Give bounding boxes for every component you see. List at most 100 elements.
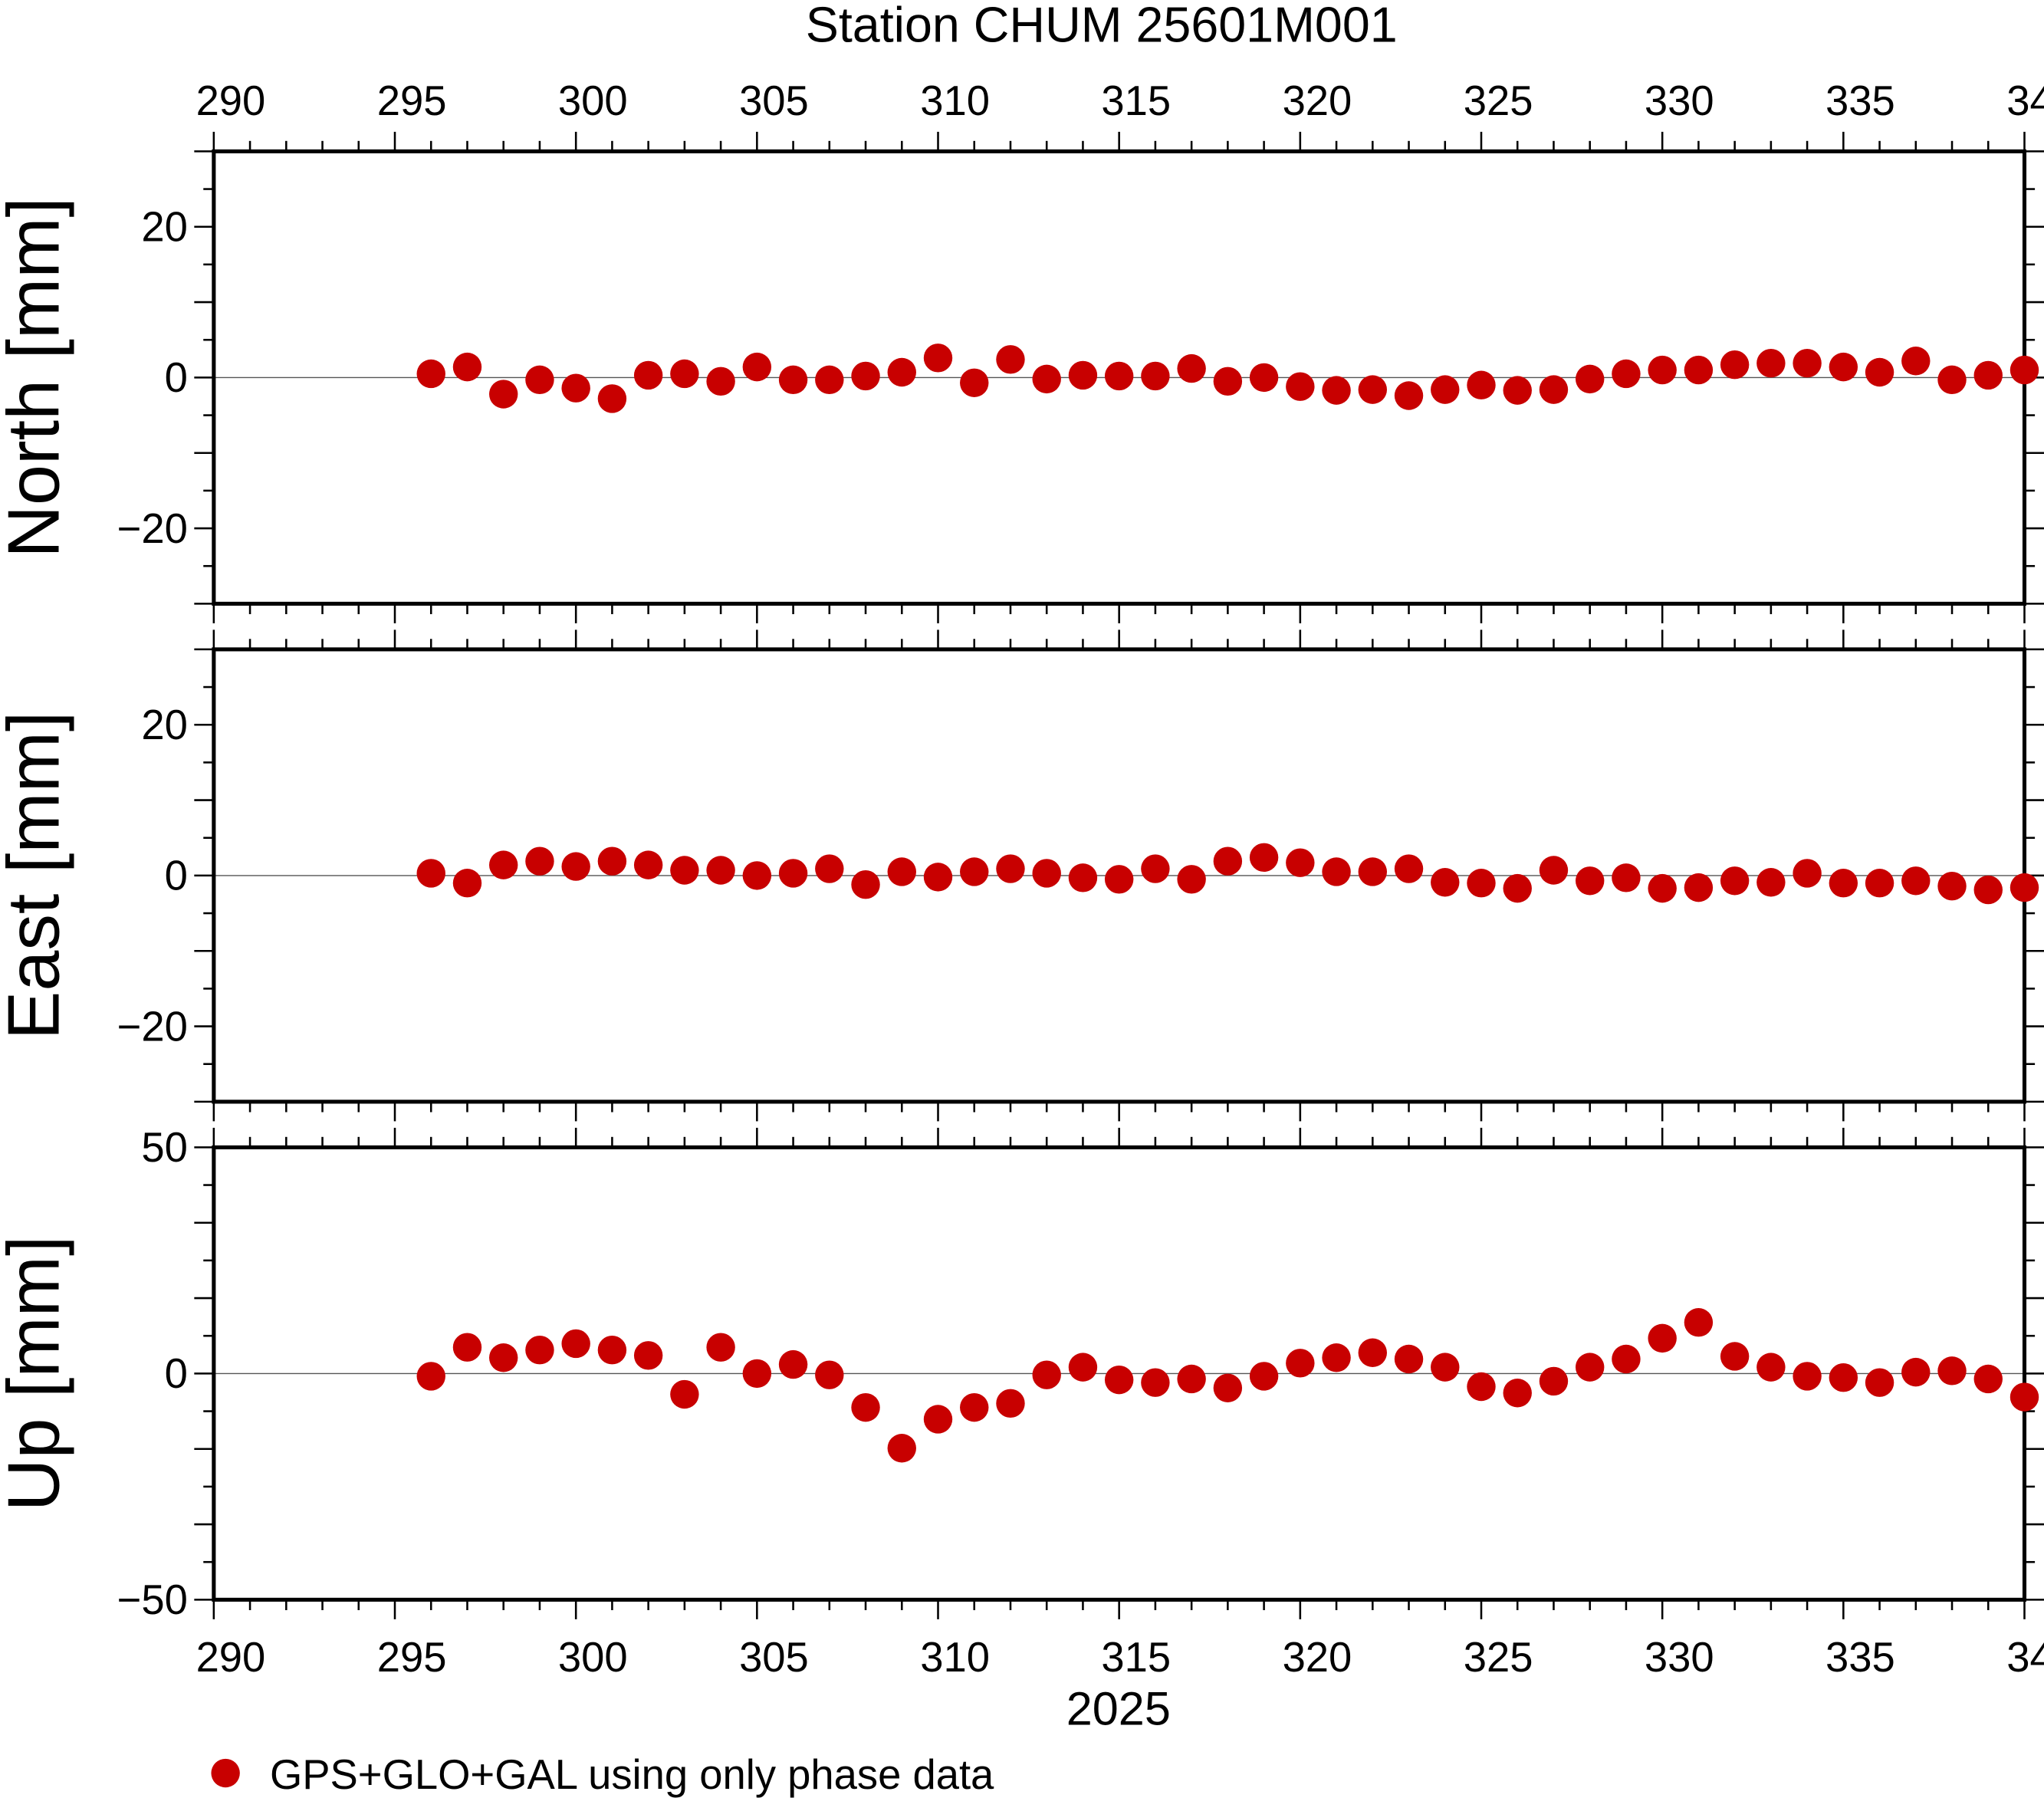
data-point xyxy=(1177,1364,1206,1394)
data-point xyxy=(597,846,627,876)
x-tick-label-top: 330 xyxy=(1645,77,1714,124)
data-point xyxy=(597,1336,627,1365)
data-point xyxy=(1358,1338,1388,1367)
data-point xyxy=(1973,360,2003,390)
data-point xyxy=(1249,363,1279,393)
data-point xyxy=(1358,375,1388,404)
data-point xyxy=(1829,869,1858,898)
x-tick-label-bottom: 340 xyxy=(2006,1634,2044,1681)
data-point xyxy=(778,859,808,888)
data-point xyxy=(815,854,844,883)
data-point xyxy=(1177,353,1206,383)
data-point xyxy=(1684,355,1714,385)
data-point xyxy=(1612,863,1641,892)
data-point xyxy=(1358,857,1388,886)
data-point xyxy=(1720,866,1750,896)
y-axis-label: East [mm] xyxy=(0,712,75,1040)
data-point xyxy=(1068,863,1098,892)
data-point xyxy=(1503,873,1532,903)
chart-title: Station CHUM 25601M001 xyxy=(806,0,1398,53)
data-point xyxy=(525,846,554,876)
data-point xyxy=(1575,866,1605,896)
y-tick-label: 20 xyxy=(141,702,188,748)
data-point xyxy=(1648,873,1677,903)
data-point xyxy=(1286,372,1315,401)
data-point xyxy=(851,1392,880,1422)
data-point xyxy=(452,352,482,382)
x-tick-label-bottom: 305 xyxy=(739,1634,809,1681)
data-point xyxy=(2009,873,2039,902)
data-point xyxy=(742,352,772,382)
data-point xyxy=(1141,854,1170,883)
data-point xyxy=(1141,361,1170,391)
data-point xyxy=(1720,350,1750,380)
data-point xyxy=(633,850,663,879)
data-point xyxy=(960,1392,989,1422)
y-axis-label: North [mm] xyxy=(0,197,75,558)
y-tick-label: 50 xyxy=(141,1124,188,1171)
data-point xyxy=(1249,843,1279,872)
data-point xyxy=(1249,1362,1279,1391)
data-point xyxy=(525,365,554,395)
data-point xyxy=(1286,848,1315,877)
x-tick-label-bottom: 290 xyxy=(196,1634,266,1681)
data-point xyxy=(1431,1353,1460,1382)
x-tick-label-top: 320 xyxy=(1283,77,1352,124)
data-point xyxy=(1394,1344,1424,1374)
data-point xyxy=(1394,381,1424,410)
x-tick-label-top: 310 xyxy=(920,77,990,124)
data-point xyxy=(1829,352,1858,382)
data-point xyxy=(851,361,880,391)
data-point xyxy=(1720,1342,1750,1371)
data-point xyxy=(416,359,445,389)
data-point xyxy=(1793,349,1822,378)
data-point xyxy=(489,1343,518,1372)
data-point xyxy=(742,1359,772,1389)
data-point xyxy=(1937,1356,1967,1385)
data-point xyxy=(778,365,808,395)
y-tick-label: 0 xyxy=(165,1350,188,1397)
data-point xyxy=(1322,376,1351,405)
data-point xyxy=(1684,1308,1714,1337)
data-point xyxy=(670,856,699,885)
data-point xyxy=(1901,347,1931,376)
x-axis-label: 2025 xyxy=(1066,1683,1171,1735)
x-tick-label-top: 325 xyxy=(1464,77,1533,124)
data-point xyxy=(561,852,590,881)
data-point xyxy=(597,384,627,413)
x-tick-label-bottom: 295 xyxy=(377,1634,447,1681)
data-point xyxy=(633,1341,663,1370)
data-point xyxy=(706,1333,735,1362)
data-point xyxy=(742,861,772,890)
data-point xyxy=(1756,868,1786,897)
data-point xyxy=(1973,875,2003,905)
data-point xyxy=(1213,367,1243,396)
data-point xyxy=(1937,365,1967,395)
data-point xyxy=(1901,866,1931,896)
data-point xyxy=(1104,865,1134,894)
data-point xyxy=(1467,370,1496,399)
x-tick-label-top: 295 xyxy=(377,77,447,124)
data-point xyxy=(1431,375,1460,404)
data-point xyxy=(1213,1373,1243,1402)
x-tick-label-top: 300 xyxy=(558,77,628,124)
data-point xyxy=(996,345,1025,374)
data-point xyxy=(815,365,844,395)
y-axis-label: Up [mm] xyxy=(0,1236,75,1512)
legend-marker xyxy=(211,1758,240,1788)
data-point xyxy=(1104,1365,1134,1395)
data-point xyxy=(1394,854,1424,883)
x-tick-label-bottom: 330 xyxy=(1645,1634,1714,1681)
data-point xyxy=(1068,1353,1098,1382)
data-point xyxy=(1756,349,1786,378)
data-point xyxy=(1793,859,1822,888)
data-point xyxy=(1973,1364,2003,1394)
data-point xyxy=(887,857,916,886)
x-tick-label-top: 335 xyxy=(1825,77,1895,124)
data-point xyxy=(1575,1353,1605,1382)
data-point xyxy=(1539,375,1569,404)
y-tick-label: −20 xyxy=(117,1003,188,1050)
y-tick-label: 20 xyxy=(141,203,188,250)
data-point xyxy=(416,1362,445,1391)
